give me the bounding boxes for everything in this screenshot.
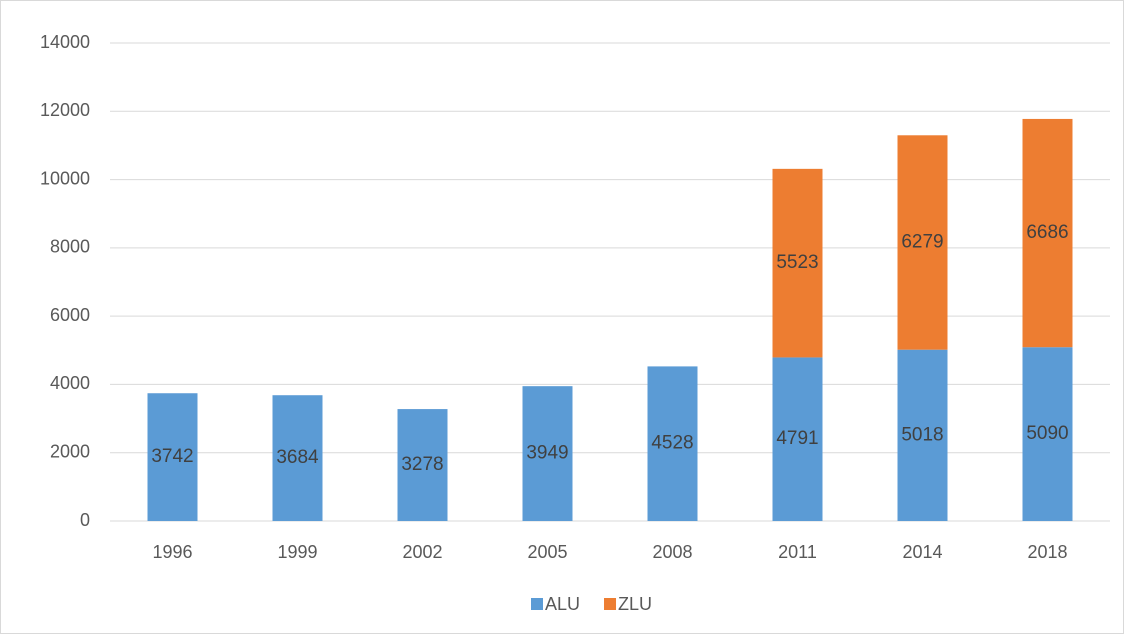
x-tick-label: 2008 <box>652 542 692 562</box>
bar-segment <box>897 349 948 521</box>
data-label: 6279 <box>901 231 943 252</box>
data-label: 5018 <box>901 424 943 445</box>
data-label: 3278 <box>401 454 443 475</box>
data-label: 4791 <box>776 428 818 449</box>
bar-segment <box>147 393 198 521</box>
x-tick-label: 2014 <box>902 542 942 562</box>
data-label: 3949 <box>526 443 568 464</box>
legend-swatch <box>531 598 543 610</box>
y-tick-label: 14000 <box>40 32 90 52</box>
bar-segment <box>897 135 948 350</box>
x-tick-label: 1996 <box>152 542 192 562</box>
y-tick-label: 0 <box>80 510 90 530</box>
x-tick-label: 2018 <box>1027 542 1067 562</box>
y-tick-label: 12000 <box>40 100 90 120</box>
data-label: 4528 <box>651 433 693 454</box>
bar-segment <box>1022 347 1073 521</box>
data-label: 3684 <box>276 447 319 468</box>
data-label: 6686 <box>1026 222 1068 243</box>
y-tick-label: 10000 <box>40 168 90 188</box>
bar-segment <box>772 168 823 358</box>
data-label: 5090 <box>1026 423 1068 444</box>
legend-label: ALU <box>545 594 580 614</box>
y-tick-label: 6000 <box>50 305 90 325</box>
bar-segment <box>647 366 698 521</box>
bar-segment <box>772 357 823 521</box>
x-tick-label: 1999 <box>277 542 317 562</box>
bar-segment <box>272 395 323 521</box>
legend-swatch <box>604 598 617 610</box>
x-tick-label: 2005 <box>527 542 567 562</box>
x-tick-label: 2002 <box>402 542 442 562</box>
data-label: 3742 <box>151 446 193 467</box>
data-label: 5523 <box>776 252 818 273</box>
y-tick-label: 4000 <box>50 373 90 393</box>
bar-segment <box>397 409 448 521</box>
x-tick-label: 2011 <box>778 542 817 562</box>
bar-segment <box>1022 118 1073 348</box>
legend-label: ZLU <box>618 594 652 614</box>
bar-segment <box>522 386 573 521</box>
y-tick-label: 8000 <box>50 237 90 257</box>
y-tick-label: 2000 <box>50 441 90 461</box>
